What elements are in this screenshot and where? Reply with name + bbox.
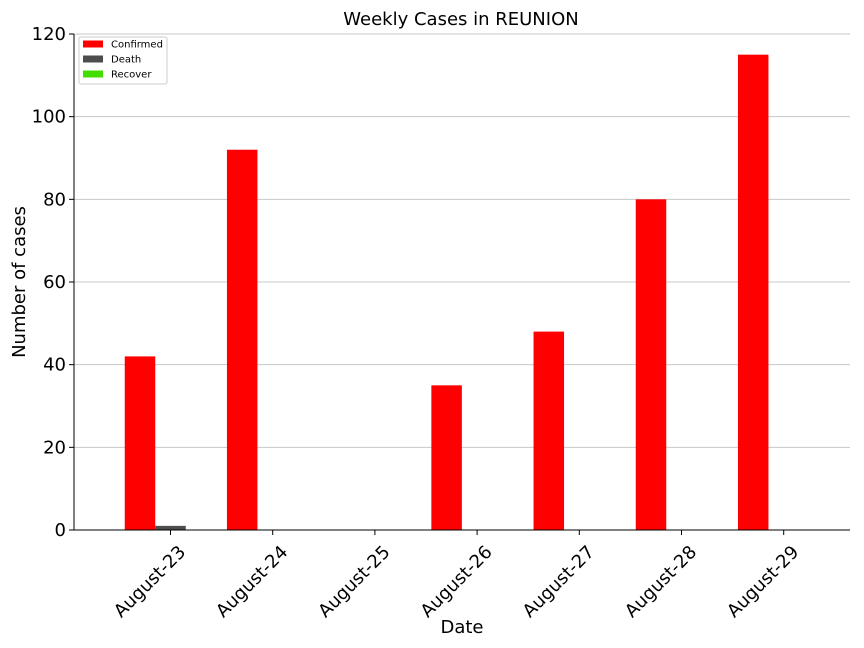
chart-title: Weekly Cases in REUNION	[343, 9, 578, 30]
gridlines	[74, 33, 850, 531]
bar-confirmed-august-26	[431, 385, 462, 530]
x-axis-title: Date	[440, 617, 483, 638]
x-tick-label: August-28	[621, 542, 701, 622]
bar-confirmed-august-28	[635, 199, 667, 531]
bar-confirmed-august-23	[124, 356, 156, 530]
legend-swatch-death	[83, 55, 103, 63]
x-tick-label: August-25	[314, 542, 394, 622]
bar-confirmed-august-24	[226, 149, 258, 530]
legend-swatch-recover	[83, 70, 103, 78]
y-tick-label: 60	[43, 272, 66, 293]
bar-confirmed-august-29	[737, 54, 769, 531]
y-tick-label: 100	[32, 107, 66, 128]
legend-label-death: Death	[111, 55, 141, 66]
x-tick-label: August-23	[110, 542, 190, 622]
y-ticks: 0 20 40 60 80 100 120	[32, 24, 74, 541]
y-tick-label: 40	[43, 355, 66, 376]
bar-death-august-23	[155, 525, 186, 530]
y-tick-label: 20	[43, 437, 66, 458]
x-tick-label: August-24	[212, 542, 292, 622]
y-tick-label: 80	[43, 189, 66, 210]
legend-label-confirmed: Confirmed	[111, 40, 163, 51]
x-tick-label: August-29	[723, 542, 803, 622]
y-tick-label: 0	[55, 520, 66, 541]
y-tick-label: 120	[32, 24, 66, 45]
bar-confirmed-august-27	[533, 331, 565, 530]
x-tick-label: August-27	[519, 542, 599, 622]
legend-swatch-confirmed	[83, 40, 103, 48]
x-tick-label: August-26	[417, 542, 497, 622]
legend-label-recover: Recover	[111, 70, 152, 81]
bars	[124, 54, 769, 531]
x-ticks: August-23 August-24 August-25 August-26 Augu…	[110, 530, 803, 622]
legend: Confirmed Death Recover	[78, 36, 168, 85]
y-axis-title: Number of cases	[9, 206, 30, 358]
